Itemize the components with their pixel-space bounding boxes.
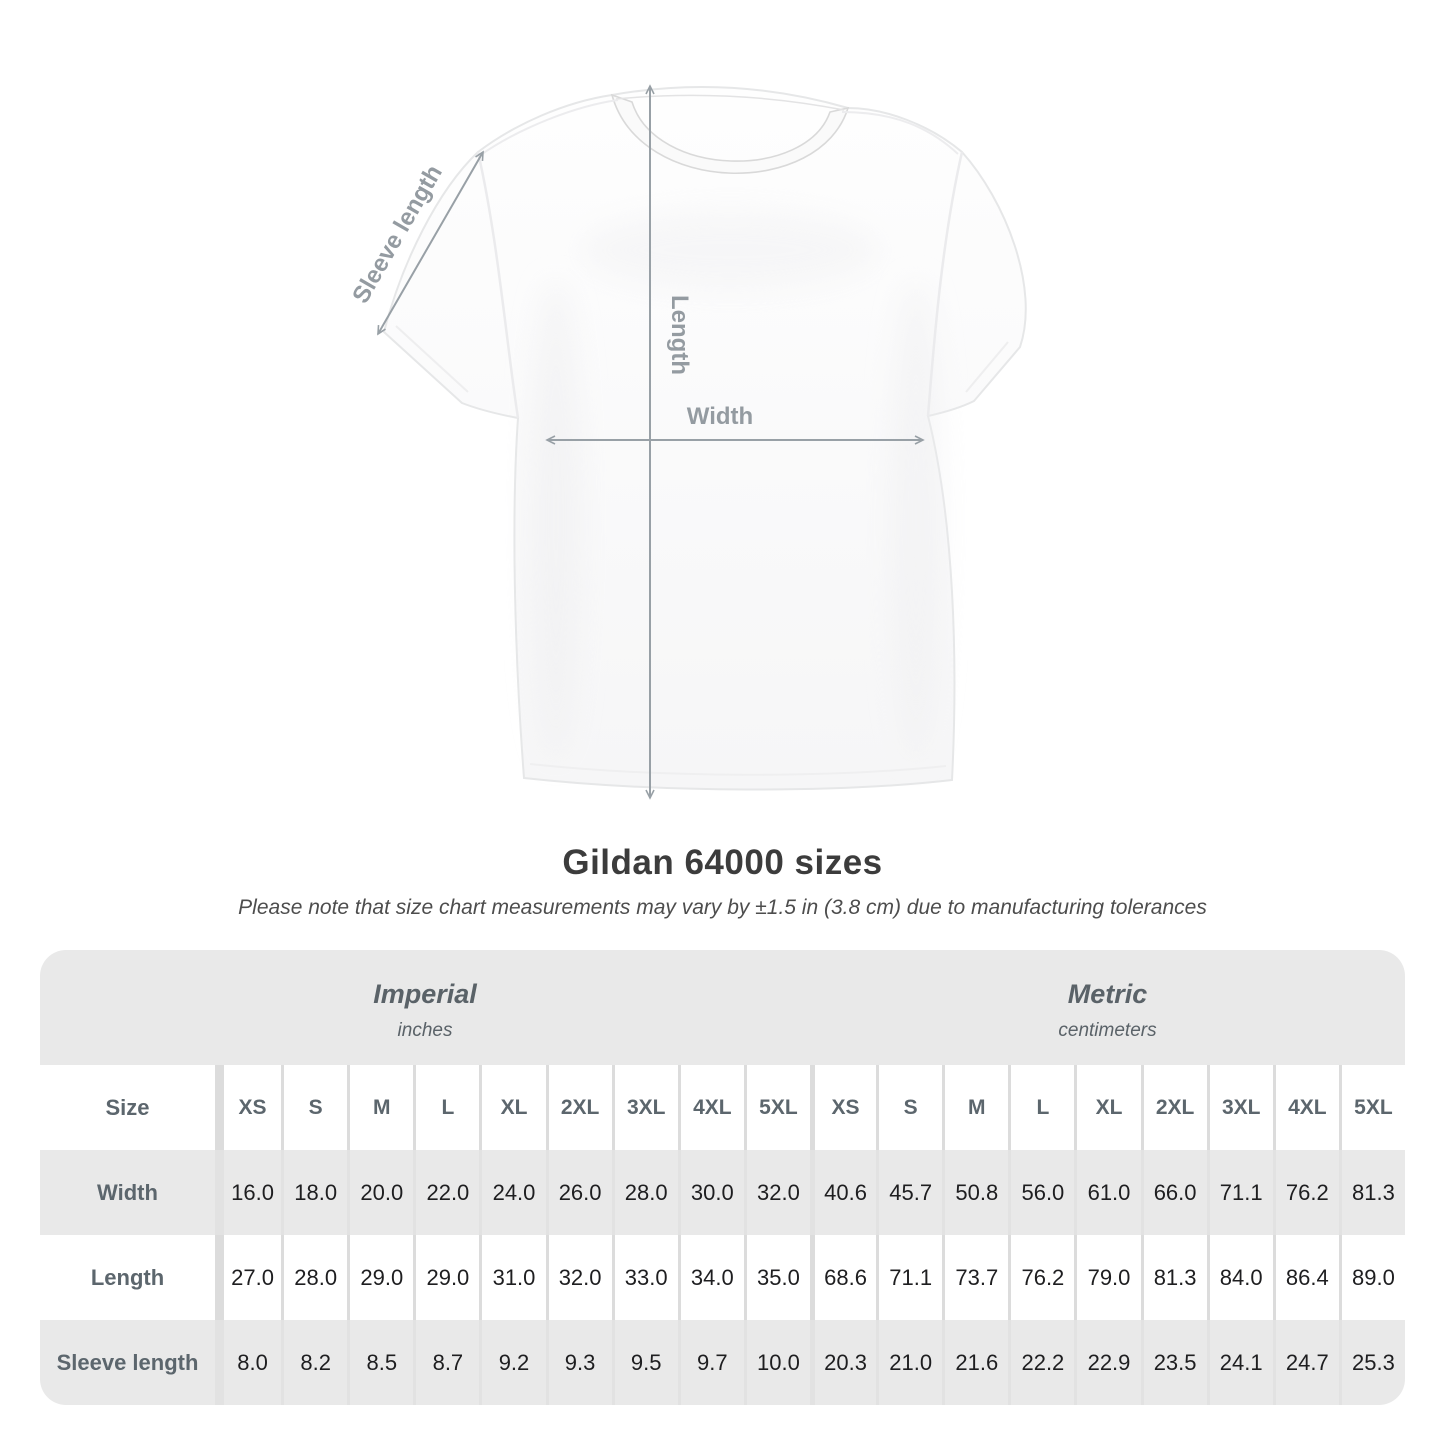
size-value-cell: 22.2 (1008, 1320, 1074, 1405)
page-title: Gildan 64000 sizes (562, 843, 883, 882)
size-value-cell: 33.0 (611, 1235, 678, 1320)
size-column-header: L (1008, 1065, 1075, 1150)
size-value-cell: 50.8 (942, 1150, 1008, 1235)
size-value-cell: 20.3 (810, 1320, 876, 1405)
size-value-cell: 22.0 (413, 1150, 479, 1235)
imperial-header-group: Imperial inches (40, 950, 810, 1065)
size-value-cell: 23.5 (1140, 1320, 1207, 1405)
size-column-header: 3XL (1206, 1065, 1273, 1150)
size-value-cell: 9.7 (677, 1320, 744, 1405)
size-value-cell: 71.1 (1206, 1150, 1273, 1235)
size-value-cell: 24.0 (479, 1150, 545, 1235)
size-value-cell: 29.0 (413, 1235, 480, 1320)
size-value-cell: 73.7 (942, 1235, 1009, 1320)
imperial-unit: inches (397, 1020, 453, 1041)
size-value-cell: 28.0 (611, 1150, 678, 1235)
row-label: Sleeve length (56, 1349, 199, 1375)
size-value-cell: 79.0 (1074, 1235, 1141, 1320)
size-value-cell: 27.0 (215, 1235, 282, 1320)
size-value-cell: 24.1 (1206, 1320, 1273, 1405)
size-value-cell: 34.0 (677, 1235, 744, 1320)
size-value-cell: 56.0 (1008, 1150, 1074, 1235)
size-value-cell: 28.0 (281, 1235, 348, 1320)
size-value-cell: 21.0 (876, 1320, 942, 1405)
size-column-header: XS (215, 1065, 282, 1150)
size-value-cell: 84.0 (1206, 1235, 1273, 1320)
metric-label: Metric (1067, 979, 1148, 1009)
size-table: Imperial inches Metric centimeters Size X… (40, 950, 1405, 1405)
size-value-cell: 8.0 (215, 1320, 281, 1405)
size-column-header: M (942, 1065, 1009, 1150)
metric-header-group: Metric centimeters (810, 950, 1405, 1065)
size-column-header: XL (1074, 1065, 1141, 1150)
size-value-cell: 81.3 (1140, 1235, 1207, 1320)
size-column-header: XL (479, 1065, 546, 1150)
size-value-cell: 81.3 (1338, 1150, 1405, 1235)
row-label: Width (97, 1179, 158, 1205)
size-value-cell: 86.4 (1272, 1235, 1339, 1320)
row-label: Length (40, 1235, 215, 1320)
size-value-cell: 32.0 (545, 1235, 612, 1320)
size-column-header: S (281, 1065, 348, 1150)
metric-unit: centimeters (1058, 1020, 1157, 1041)
size-value-cell: 30.0 (677, 1150, 744, 1235)
size-column-header: 4XL (1272, 1065, 1339, 1150)
size-value-cell: 22.9 (1074, 1320, 1140, 1405)
size-value-cell: 8.5 (347, 1320, 413, 1405)
size-grid: Size XS S M L XL 2XL 3XL 4XL 5XL XS S M L XL 2XL 3XL 4XL 5… (40, 1065, 1405, 1405)
size-value-cell: 76.2 (1272, 1150, 1339, 1235)
size-value-cell: 9.2 (479, 1320, 545, 1405)
size-column-header: M (347, 1065, 414, 1150)
size-column-header: 2XL (545, 1065, 612, 1150)
size-column-header: S (876, 1065, 943, 1150)
size-value-cell: 9.5 (611, 1320, 678, 1405)
size-value-cell: 68.6 (810, 1235, 877, 1320)
size-value-cell: 71.1 (876, 1235, 943, 1320)
size-column-header: XS (810, 1065, 877, 1150)
tshirt-graphic (382, 85, 1027, 791)
size-value-cell: 16.0 (215, 1150, 281, 1235)
sleeve-length-arrow (377, 150, 484, 336)
size-value-cell: 8.2 (281, 1320, 347, 1405)
size-column-header: 5XL (1338, 1065, 1405, 1150)
size-column-header: 4XL (677, 1065, 744, 1150)
size-value-cell: 32.0 (743, 1150, 810, 1235)
size-value-cell: 76.2 (1008, 1235, 1075, 1320)
size-value-cell: 20.0 (347, 1150, 413, 1235)
tolerance-note: Please note that size chart measurements… (238, 896, 1207, 919)
size-column-header: 3XL (611, 1065, 678, 1150)
size-value-cell: 29.0 (347, 1235, 414, 1320)
size-value-cell: 40.6 (810, 1150, 876, 1235)
size-value-cell: 35.0 (743, 1235, 810, 1320)
size-value-cell: 10.0 (743, 1320, 810, 1405)
tshirt-measurement-diagram: Sleeve length Length Width (347, 84, 1027, 800)
size-value-cell: 61.0 (1074, 1150, 1140, 1235)
size-value-cell: 9.3 (545, 1320, 612, 1405)
size-value-cell: 18.0 (281, 1150, 347, 1235)
size-value-cell: 25.3 (1338, 1320, 1405, 1405)
size-value-cell: 21.6 (942, 1320, 1008, 1405)
size-value-cell: 26.0 (545, 1150, 612, 1235)
size-value-cell: 24.7 (1272, 1320, 1339, 1405)
size-column-header: L (413, 1065, 480, 1150)
size-value-cell: 89.0 (1338, 1235, 1405, 1320)
size-value-cell: 31.0 (479, 1235, 546, 1320)
row-label: Size (40, 1065, 215, 1150)
collar (610, 93, 850, 174)
width-label: Width (687, 403, 753, 430)
size-value-cell: 45.7 (876, 1150, 942, 1235)
size-value-cell: 66.0 (1140, 1150, 1207, 1235)
length-label: Length (666, 295, 693, 375)
size-column-header: 2XL (1140, 1065, 1207, 1150)
unit-header-row: Imperial inches Metric centimeters (40, 950, 1405, 1065)
imperial-label: Imperial (373, 979, 477, 1009)
size-column-header: 5XL (743, 1065, 810, 1150)
size-value-cell: 8.7 (413, 1320, 479, 1405)
